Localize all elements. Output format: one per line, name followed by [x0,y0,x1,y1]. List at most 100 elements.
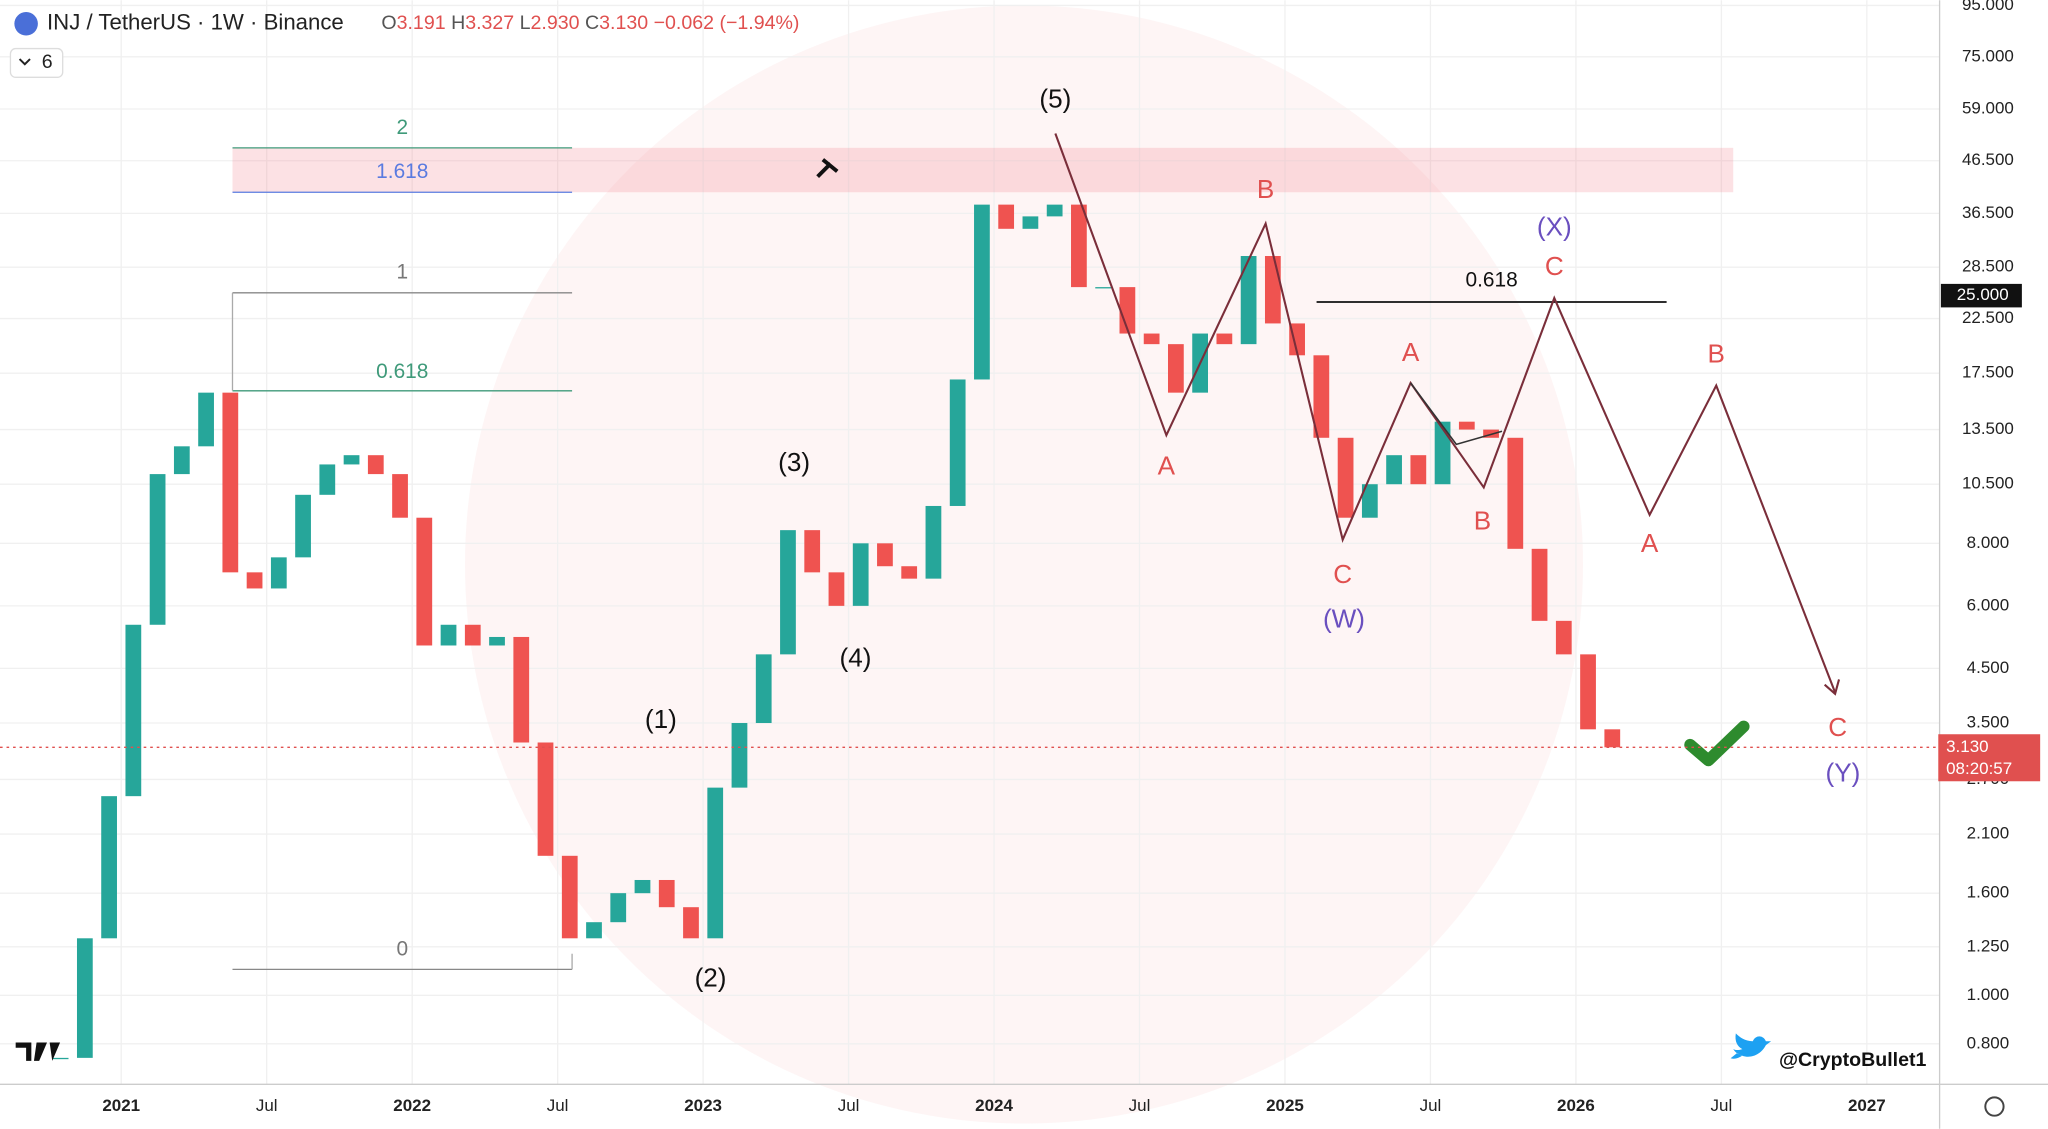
fib-label: 1.618 [376,160,428,183]
x-tick-label: Jul [547,1096,569,1115]
candle [1337,437,1354,518]
candle [1071,204,1087,288]
annotation: C [1333,559,1352,589]
candle [707,787,724,939]
candle [1507,437,1524,549]
y-tick-label: 75.000 [1962,46,2014,65]
candle [173,446,190,475]
cursor-icon [816,158,839,178]
x-tick-label: 2026 [1557,1096,1595,1115]
change: −0.062 (−1.94%) [654,12,800,34]
candle [1289,323,1305,356]
annotation: (3) [778,447,810,477]
candle [489,636,505,646]
ohlc-value: 3.327 [465,12,514,34]
candle [270,557,287,589]
x-tick-label: Jul [256,1096,278,1115]
candle [1143,333,1160,345]
x-tick-label: 2024 [975,1096,1013,1115]
candle [1531,548,1548,621]
candle [658,879,675,908]
annotation: B [1708,338,1725,368]
candle [149,474,166,625]
candle [537,742,554,856]
y-tick-label: 3.500 [1967,713,2009,732]
candle [901,566,918,579]
level-tag-label: 25.000 [1957,285,2009,304]
candle [1264,256,1281,324]
y-tick-label: 6.000 [1967,595,2009,614]
candle [634,879,651,894]
y-tick-label: 95.000 [1962,0,2014,14]
x-tick-label: Jul [1129,1096,1151,1115]
x-tick-label: Jul [838,1096,860,1115]
candle [246,572,263,589]
candle [1313,355,1330,438]
y-tick-label: 4.500 [1967,658,2009,677]
checkmark [1684,720,1750,767]
annotation: C [1828,712,1847,742]
y-tick-label: 36.500 [1962,203,2014,222]
fib-label: 0 [396,937,408,960]
candle [295,494,311,558]
candle [125,624,142,797]
y-tick-label: 0.800 [1967,1033,2009,1052]
candle [1046,204,1063,217]
candle [392,474,408,518]
fib-labels: 2 1.618 1 0.618 0 [376,116,428,961]
target-zone [232,147,1734,193]
x-tick-label: 2027 [1848,1096,1886,1115]
candle [440,624,457,646]
candle [1580,654,1596,730]
candle [1240,256,1257,345]
annotations: (5) (3) (4) (1) (2) A B (X) C 0.618 A B C (W) B A C (Y) [645,84,1860,993]
candle [974,204,990,380]
candle [1167,344,1184,393]
y-tick-label: 46.500 [1962,150,2014,169]
candle [1555,620,1572,655]
fib-label: 0.618 [376,360,428,383]
symbol-icon [14,12,38,36]
x-tick-label: 2022 [393,1096,431,1115]
annotation: A [1402,337,1420,367]
candle [1216,333,1233,345]
y-tick-label: 1.250 [1967,936,2009,955]
candle [780,530,796,655]
chevron [18,58,31,66]
watermark: @CryptoBullet1 [1779,1049,1927,1071]
twitter-icon [1730,1033,1772,1059]
tv-logo [15,1042,61,1061]
candle [755,654,772,724]
candle [804,530,821,573]
arrow-head [1823,679,1841,696]
annotation: B [1474,506,1491,536]
ohlc-key: L [520,12,531,34]
candle [1458,421,1475,430]
y-tick-label: 59.000 [1962,98,2014,117]
candle [828,572,845,606]
settings-icon[interactable] [1984,1096,2005,1117]
candle [1410,455,1427,485]
fib-label: 2 [396,116,408,139]
candle [925,505,942,579]
candle [319,464,336,495]
candle [52,1057,69,1060]
candle [877,543,893,567]
header: INJ / TetherUS · 1W · Binance O3.191 H3.… [9,10,800,78]
ohlc-value: 3.130 [599,12,648,34]
wave-path [1054,133,1837,693]
candle [1386,455,1402,485]
x-tick-label: 2023 [684,1096,722,1115]
x-tick-label: Jul [1420,1096,1442,1115]
fib-levels [231,147,573,971]
candle [416,517,433,646]
y-tick-label: 28.500 [1962,257,2014,276]
watermark-circle [464,5,1584,1124]
ohlc-value: 3.191 [397,12,446,34]
ohlc-value: 2.930 [531,12,580,34]
candle [1095,287,1112,289]
ohlc-key: O [381,12,396,34]
indicators-toggle[interactable] [9,47,64,78]
countdown: 08:20:57 [1946,759,2012,778]
